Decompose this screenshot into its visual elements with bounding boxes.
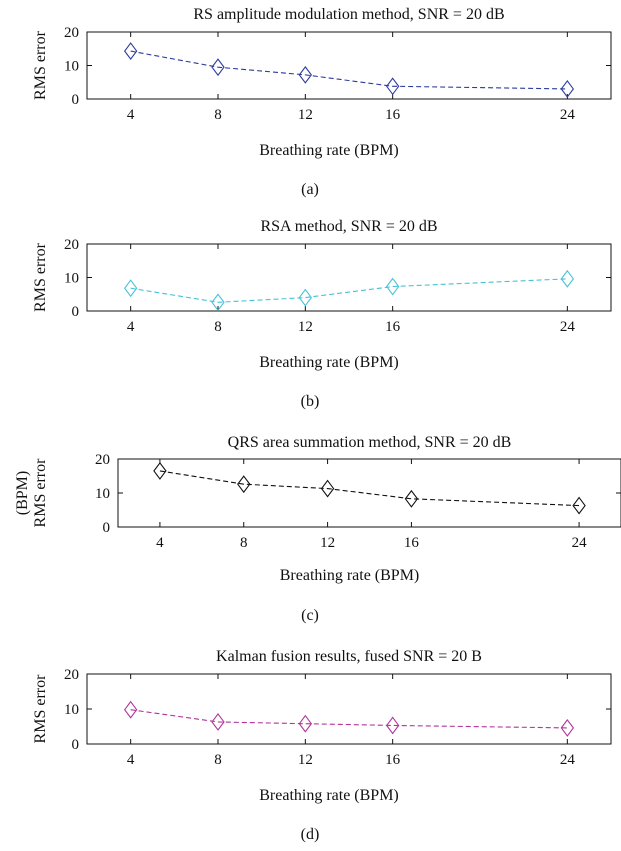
chart-title: RSA method, SNR = 20 dB — [260, 218, 437, 235]
x-tick-label: 24 — [560, 752, 576, 768]
y-tick-label: 10 — [64, 271, 79, 287]
panel-caption: (c) — [301, 607, 319, 624]
x-tick-label: 4 — [127, 319, 135, 335]
y-tick-label: 20 — [95, 452, 110, 468]
y-tick-label: 20 — [64, 667, 79, 683]
series-line — [130, 278, 568, 303]
x-tick-label: 16 — [385, 319, 401, 335]
data-point-marker — [298, 714, 313, 733]
data-point-marker — [572, 496, 586, 515]
x-tick-label: 12 — [298, 107, 313, 123]
plot-frame — [86, 673, 612, 745]
data-point-marker — [385, 277, 400, 296]
data-point-marker — [560, 718, 575, 737]
x-tick-label: 12 — [298, 752, 313, 768]
x-tick-label: 8 — [214, 107, 222, 123]
data-point-marker — [298, 65, 313, 84]
y-tick-label: 0 — [72, 304, 80, 320]
y-axis-label: (BPM) — [14, 471, 31, 515]
y-tick-label: 20 — [64, 237, 79, 253]
x-tick-label: 12 — [320, 535, 335, 551]
data-point-marker — [211, 293, 225, 312]
y-axis-label: RMS error — [32, 674, 49, 744]
chart-title: RS amplitude modulation method, SNR = 20… — [193, 6, 504, 23]
x-tick-label: 16 — [404, 535, 420, 551]
data-point-marker — [560, 80, 575, 98]
data-point-marker — [385, 716, 400, 735]
x-tick-label: 4 — [127, 107, 135, 123]
x-tick-label: 24 — [560, 107, 576, 123]
chart-svg: RS amplitude modulation method, SNR = 20… — [32, 6, 612, 198]
data-point-marker — [320, 479, 335, 498]
data-point-marker — [298, 288, 313, 307]
y-tick-label: 0 — [103, 520, 111, 536]
x-tick-label: 16 — [385, 752, 401, 768]
data-point-marker — [123, 279, 138, 298]
y-tick-label: 10 — [95, 486, 110, 502]
x-tick-label: 24 — [572, 535, 588, 551]
series-line — [130, 50, 568, 90]
x-tick-label: 4 — [127, 752, 135, 768]
plot-frame — [86, 243, 612, 312]
data-point-marker — [385, 77, 400, 96]
x-tick-label: 4 — [156, 535, 164, 551]
chart-panel-d: Kalman fusion results, fused SNR = 20 B 0… — [0, 636, 621, 851]
x-tick-label: 8 — [214, 752, 222, 768]
panel-caption: (d) — [301, 826, 320, 843]
series-line — [130, 709, 568, 729]
chart-svg: QRS area summation method, SNR = 20 dB 0 1… — [14, 434, 621, 624]
data-point-marker — [237, 475, 251, 494]
chart-panel-c: QRS area summation method, SNR = 20 dB 0 1… — [0, 424, 621, 636]
y-tick-label: 10 — [64, 702, 79, 718]
x-axis-label: Breathing rate (BPM) — [259, 142, 399, 159]
data-point-marker — [560, 269, 575, 288]
x-tick-label: 16 — [385, 107, 401, 123]
plot-frame — [117, 458, 621, 528]
chart-svg: Kalman fusion results, fused SNR = 20 B 0… — [32, 648, 612, 843]
chart-title: QRS area summation method, SNR = 20 dB — [228, 434, 512, 451]
x-tick-label: 8 — [214, 319, 222, 335]
series-line — [159, 470, 580, 507]
x-axis-label: Breathing rate (BPM) — [259, 787, 399, 804]
y-tick-label: 10 — [64, 59, 79, 75]
data-point-marker — [211, 58, 225, 77]
x-tick-label: 24 — [560, 319, 576, 335]
y-tick-label: 0 — [72, 92, 80, 108]
x-axis-label: Breathing rate (BPM) — [280, 567, 420, 584]
x-tick-label: 8 — [240, 535, 248, 551]
chart-panel-b: RSA method, SNR = 20 dB 0 10 20 4 8 12 16 24 RMS … — [0, 212, 621, 424]
panel-caption: (b) — [301, 393, 320, 410]
y-axis-label: RMS error — [32, 30, 49, 100]
chart-panel-a: RS amplitude modulation method, SNR = 20… — [0, 0, 621, 212]
y-tick-label: 20 — [64, 25, 79, 41]
data-point-marker — [123, 700, 138, 719]
y-axis-label: RMS error — [32, 242, 49, 312]
x-axis-label: Breathing rate (BPM) — [259, 354, 399, 371]
data-point-marker — [211, 713, 225, 731]
y-axis-label: RMS error — [32, 458, 49, 528]
panel-caption: (a) — [301, 181, 319, 198]
data-point-marker — [123, 42, 138, 61]
chart-title: Kalman fusion results, fused SNR = 20 B — [216, 648, 482, 665]
data-point-marker — [153, 461, 167, 480]
x-tick-label: 12 — [298, 319, 313, 335]
chart-svg: RSA method, SNR = 20 dB 0 10 20 4 8 12 16 24 RMS … — [32, 218, 612, 410]
data-point-marker — [404, 489, 419, 508]
y-tick-label: 0 — [72, 737, 80, 753]
